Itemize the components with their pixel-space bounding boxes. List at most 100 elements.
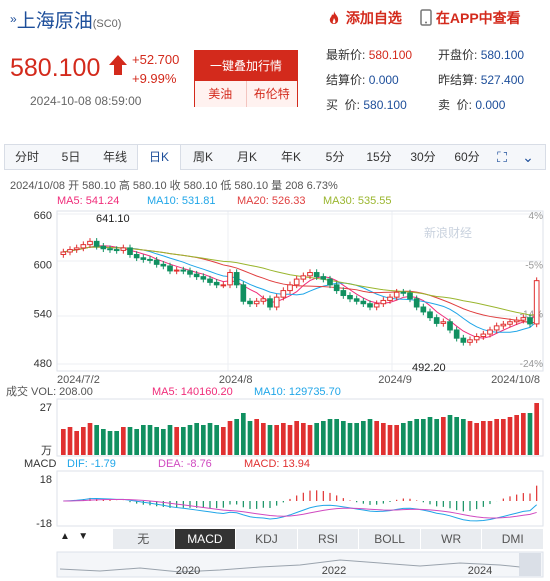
volume-bar (274, 425, 279, 455)
volume-bar (267, 425, 273, 455)
pan-arrows[interactable]: ▲ ▼ (60, 531, 88, 542)
tab-5day[interactable]: 5日 (61, 150, 81, 164)
volume-bar (161, 429, 166, 455)
overlay-wti-button[interactable]: 美油 (195, 81, 246, 107)
chevron-down-icon[interactable]: ⌄ (522, 148, 534, 165)
candle-body (480, 333, 487, 338)
candle-body (420, 306, 427, 313)
volume-bar (174, 427, 179, 455)
volume-bar (481, 421, 486, 455)
tab-60min[interactable]: 60分 (454, 150, 480, 164)
volume-bar (314, 423, 319, 455)
volume-info: 成交 VOL: 208.00 (6, 384, 93, 398)
candle-body (507, 321, 513, 325)
tab-daily-k[interactable]: 日K (137, 144, 181, 170)
volume-bar (441, 417, 446, 455)
instrument-title: »上海原油(SC0) (10, 11, 122, 32)
volume-bar (214, 425, 219, 455)
double-chevron-icon: » (10, 12, 17, 26)
change-value: +52.700 (132, 52, 180, 67)
y-tick-label: 540 (34, 309, 52, 321)
tab-weekly-k[interactable]: 周K (192, 150, 213, 164)
tab-30min[interactable]: 30分 (410, 150, 436, 164)
tab-monthly-k[interactable]: 月K (236, 150, 257, 164)
ma10-line (63, 246, 537, 333)
candle-body (413, 298, 420, 308)
candle-body (347, 295, 353, 300)
volume-bar (114, 431, 119, 455)
volume-bar (221, 427, 226, 455)
volume-bar (301, 423, 306, 455)
add-watchlist-button[interactable]: 添加自选 (326, 8, 402, 28)
candle-body (373, 303, 380, 308)
price-grid (57, 211, 543, 371)
quote-panel: 580.100 +52.700 +9.99% 2024-10-08 08:59:… (0, 36, 550, 116)
flame-icon (329, 11, 339, 24)
volume-bar (341, 421, 346, 455)
timeline-sparkline (59, 559, 521, 573)
candle-body (320, 276, 327, 280)
volume-bar (521, 413, 526, 455)
indicator-dmi[interactable]: DMI (481, 529, 543, 549)
candle-body (173, 269, 180, 272)
candle-body (213, 281, 220, 286)
candle-body (280, 290, 287, 298)
volume-bar (401, 423, 406, 455)
tab-yearline[interactable]: 年线 (102, 150, 127, 164)
candle-body (333, 284, 340, 292)
macd-top-tick: 18 (40, 474, 52, 486)
volume-bar (167, 425, 173, 455)
candle-body (153, 259, 160, 265)
ma20-legend: MA20: 526.33 (237, 195, 306, 207)
price-frame (56, 210, 544, 372)
x-axis-label: 2024/10/8 (491, 374, 540, 386)
candle-body (127, 247, 133, 255)
volume-bar (354, 423, 359, 455)
y-axis-ticks: 660 600 540 480 (34, 210, 52, 370)
open-in-app-button[interactable]: 在APP中查看 (420, 8, 521, 28)
fullscreen-icon[interactable]: ⛶ (497, 148, 507, 165)
volume-bar (194, 423, 199, 455)
volume-bar (447, 415, 453, 455)
overlay-brent-button[interactable]: 布伦特 (245, 81, 297, 107)
candle-body (400, 291, 407, 294)
volume-bar (534, 403, 539, 455)
indicator-kdj[interactable]: KDJ (235, 529, 297, 549)
candle-body (460, 337, 467, 343)
candle-body (340, 290, 347, 297)
volume-bar (281, 423, 286, 455)
macd-dea: DEA: -8.76 (158, 458, 212, 470)
candle-body (473, 336, 480, 341)
volume-bar (361, 421, 366, 455)
tab-15min[interactable]: 15分 (366, 150, 392, 164)
latest-price-field: 最新价: 580.100 (326, 48, 413, 62)
volume-bar (467, 421, 473, 455)
ma20-line (63, 246, 537, 324)
candle-body (493, 325, 500, 331)
indicator-boll[interactable]: BOLL (358, 529, 420, 549)
tab-yearly-k[interactable]: 年K (280, 150, 301, 164)
volume-bar (121, 427, 126, 455)
volume-bar (207, 423, 213, 455)
timeline-2022: 2022 (322, 565, 346, 577)
x-axis-label: 2024/8 (219, 374, 253, 386)
indicator-none[interactable]: 无 (112, 529, 174, 549)
candle-body (207, 278, 213, 283)
tab-intraday[interactable]: 分时 (14, 150, 39, 164)
indicator-rsi[interactable]: RSI (296, 529, 359, 549)
candle-body (293, 278, 300, 286)
volume-bar (307, 425, 313, 455)
volume-bar (514, 415, 519, 455)
indicator-macd[interactable]: MACD (173, 529, 236, 549)
timeline-selection-handle (519, 553, 541, 576)
tab-5min[interactable]: 5分 (325, 150, 345, 164)
candle-body (67, 249, 73, 253)
x-axis-label: 2024/9 (378, 374, 412, 386)
volume-ma10: MA10: 129735.70 (254, 386, 341, 398)
volume-bar (394, 425, 399, 455)
overlay-quote-button[interactable]: 一键叠加行情 (195, 51, 297, 81)
indicator-wr[interactable]: WR (419, 529, 482, 549)
kline-chart[interactable]: 2024/10/08 开 580.10 高 580.10 收 580.10 低 … (0, 171, 550, 581)
candle-body (313, 272, 320, 278)
volume-bar (247, 421, 253, 455)
